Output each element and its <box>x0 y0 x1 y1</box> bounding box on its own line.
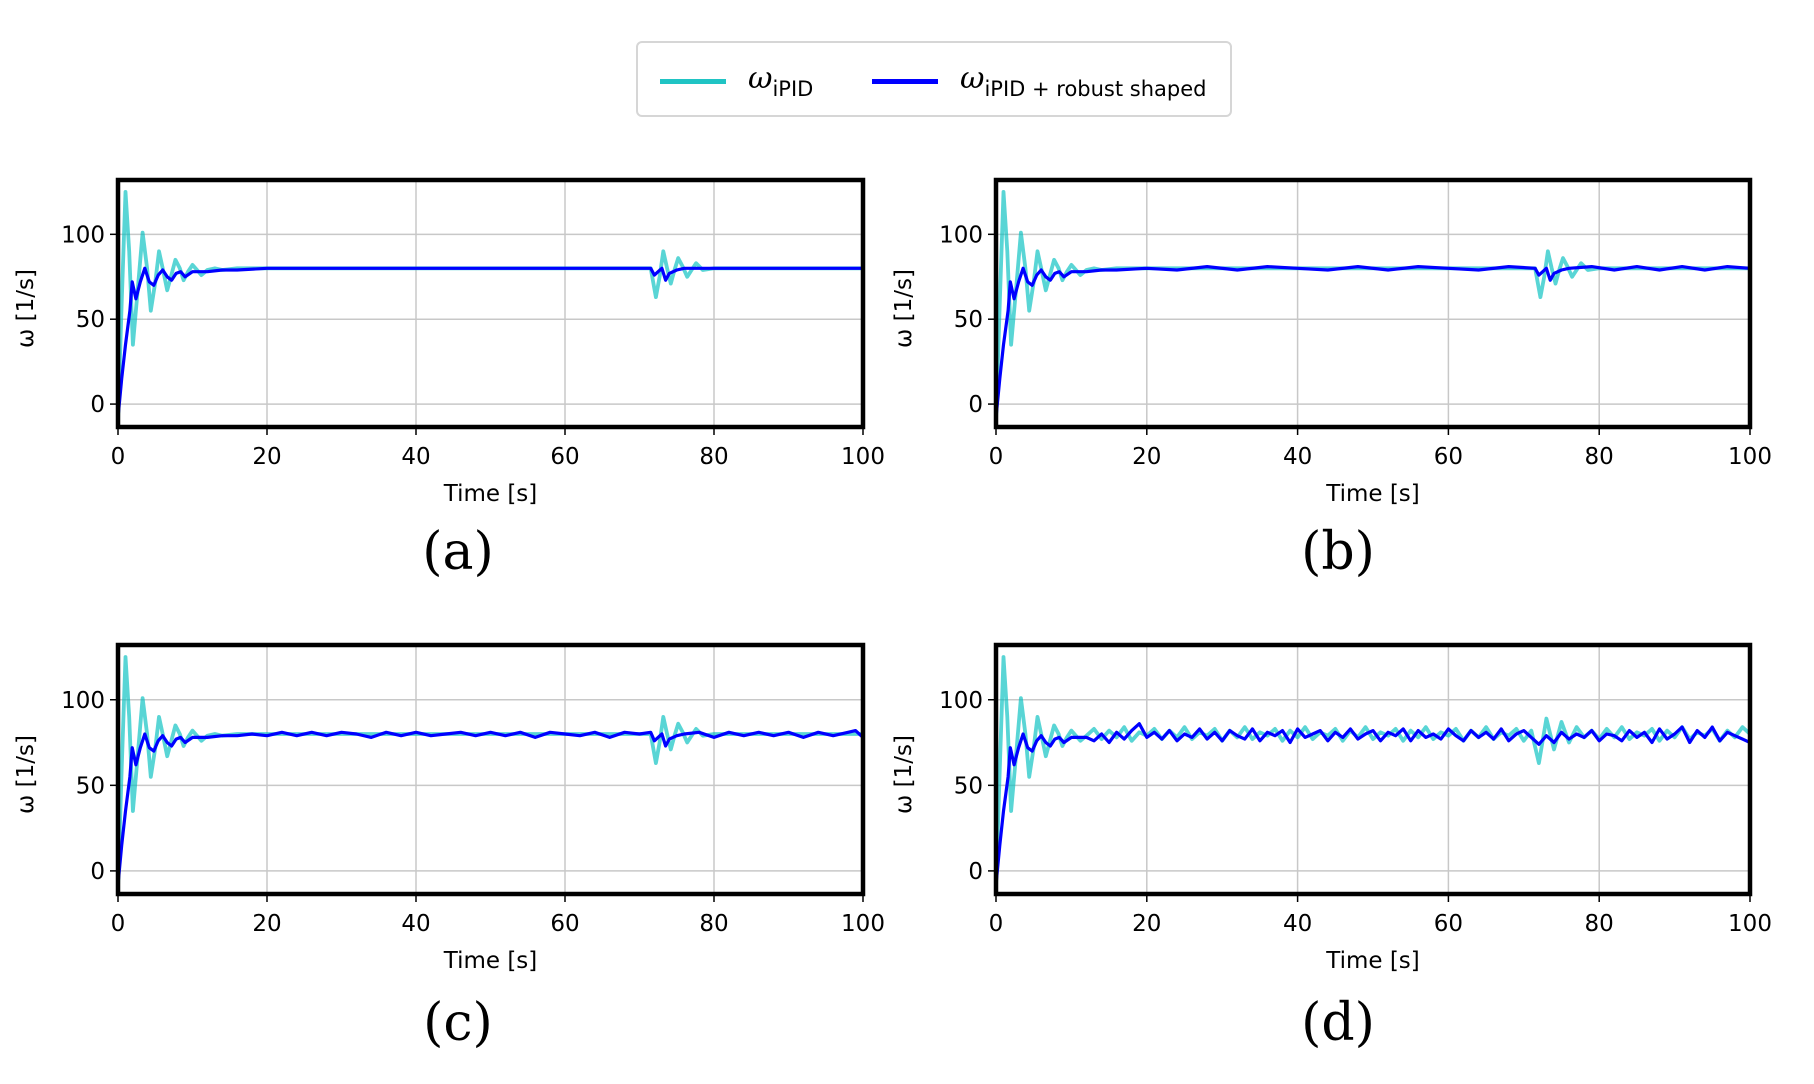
y-tick-label: 50 <box>954 773 983 799</box>
x-axis-label: Time [s] <box>443 481 538 507</box>
y-tick-label: 0 <box>968 392 983 418</box>
y-tick-label: 100 <box>61 688 105 714</box>
x-tick-label: 60 <box>1434 444 1463 470</box>
series-line-robust <box>118 728 863 885</box>
x-tick-label: 80 <box>1585 911 1614 937</box>
y-tick-label: 100 <box>939 688 983 714</box>
x-tick-label: 80 <box>699 911 728 937</box>
x-tick-label: 60 <box>1434 911 1463 937</box>
legend-entry-ipid: ωiPID <box>660 43 813 119</box>
x-tick-label: 40 <box>401 444 430 470</box>
axes-frame <box>993 177 1753 430</box>
x-axis-label: Time [s] <box>443 948 538 974</box>
x-tick-label: 60 <box>550 911 579 937</box>
plot-area <box>118 180 863 427</box>
axes-frame <box>115 177 866 430</box>
y-axis-label: ω [1/s] <box>13 269 39 348</box>
y-tick-label: 50 <box>76 773 105 799</box>
x-tick-label: 20 <box>252 911 281 937</box>
caption-c: (c) <box>423 993 493 1053</box>
y-tick-label: 50 <box>76 307 105 333</box>
series-line-robust <box>996 722 1750 885</box>
caption-d: (d) <box>1301 993 1375 1053</box>
y-tick-label: 50 <box>954 307 983 333</box>
x-tick-label: 100 <box>841 911 885 937</box>
x-tick-label: 20 <box>1132 444 1161 470</box>
legend: ωiPID ωiPID + robust shaped <box>636 41 1232 117</box>
y-tick-label: 0 <box>90 392 105 418</box>
x-tick-label: 40 <box>1283 444 1312 470</box>
x-tick-label: 0 <box>989 444 1004 470</box>
axes-frame <box>993 642 1753 897</box>
series-line-robust <box>996 265 1750 418</box>
x-tick-label: 0 <box>989 911 1004 937</box>
x-tick-label: 100 <box>841 444 885 470</box>
legend-label-ipid: iPID <box>772 77 814 101</box>
x-tick-label: 100 <box>1728 444 1772 470</box>
y-tick-label: 100 <box>61 222 105 248</box>
x-tick-label: 0 <box>111 444 126 470</box>
x-tick-label: 80 <box>699 444 728 470</box>
x-tick-label: 40 <box>1283 911 1312 937</box>
legend-label-robust: iPID + robust shaped <box>984 77 1207 101</box>
y-tick-label: 0 <box>90 859 105 885</box>
panel-c: 0 20 40 60 80 100 0 50 100 Time [s] ω [1/s] <box>13 642 885 974</box>
plot-area <box>996 645 1750 894</box>
axes-frame <box>115 642 866 897</box>
x-axis-label: Time [s] <box>1325 481 1420 507</box>
legend-symbol: ω <box>748 61 773 96</box>
x-tick-label: 20 <box>252 444 281 470</box>
panel-d: 0 20 40 60 80 100 0 50 100 Time [s] ω [1/s] <box>891 642 1772 974</box>
panel-a: 0 20 40 60 80 100 0 50 100 Time [s] ω [1/s] <box>13 177 885 507</box>
plot-area <box>118 645 863 894</box>
series-line-robust <box>118 266 863 418</box>
x-axis-label: Time [s] <box>1325 948 1420 974</box>
legend-swatch-robust <box>872 78 938 84</box>
y-axis-label: ω [1/s] <box>891 735 917 814</box>
x-tick-label: 60 <box>550 444 579 470</box>
caption-a: (a) <box>422 522 494 582</box>
legend-symbol: ω <box>960 61 985 96</box>
x-tick-label: 100 <box>1728 911 1772 937</box>
x-tick-label: 20 <box>1132 911 1161 937</box>
x-tick-label: 80 <box>1585 444 1614 470</box>
x-tick-label: 0 <box>111 911 126 937</box>
y-tick-label: 100 <box>939 222 983 248</box>
legend-swatch-ipid <box>660 78 726 84</box>
legend-entry-robust: ωiPID + robust shaped <box>872 43 1207 119</box>
caption-b: (b) <box>1301 522 1375 582</box>
y-tick-label: 0 <box>968 859 983 885</box>
x-tick-label: 40 <box>401 911 430 937</box>
y-axis-label: ω [1/s] <box>891 269 917 348</box>
panel-b: 0 20 40 60 80 100 0 50 100 Time [s] ω [1/s] <box>891 177 1772 507</box>
plot-area <box>996 180 1750 427</box>
y-axis-label: ω [1/s] <box>13 735 39 814</box>
